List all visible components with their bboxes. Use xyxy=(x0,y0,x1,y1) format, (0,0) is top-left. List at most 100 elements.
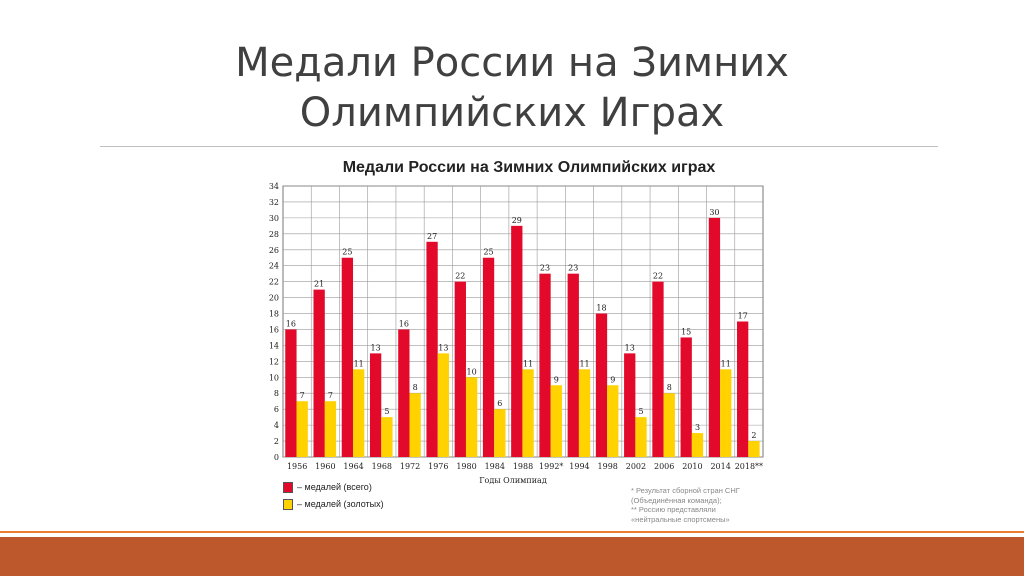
data-label-total: 16 xyxy=(399,319,409,328)
chart-figure: Медали России на Зимних Олимпийских игра… xyxy=(255,150,770,528)
bar-total xyxy=(398,329,410,457)
y-tick-label: 26 xyxy=(269,246,279,255)
y-tick-label: 32 xyxy=(269,198,279,207)
bar-gold xyxy=(465,377,478,457)
x-tick-label: 1964 xyxy=(343,462,363,471)
y-tick-label: 2 xyxy=(274,437,279,446)
y-tick-label: 34 xyxy=(269,182,279,191)
y-tick-label: 14 xyxy=(269,341,279,350)
x-tick-label: 1988 xyxy=(513,462,533,471)
x-tick-label: 1994 xyxy=(569,462,589,471)
y-tick-label: 4 xyxy=(274,421,279,430)
data-label-total: 21 xyxy=(314,280,324,289)
legend-item-gold: – медалей (золотых) xyxy=(283,497,384,511)
y-tick-label: 30 xyxy=(269,214,279,223)
data-label-total: 27 xyxy=(427,232,437,241)
bar-total xyxy=(567,273,579,457)
y-tick-label: 12 xyxy=(269,357,279,366)
x-tick-label: 1984 xyxy=(485,462,505,471)
chart-title: Медали России на Зимних Олимпийских игра… xyxy=(343,159,716,176)
data-label-gold: 5 xyxy=(638,407,643,416)
data-label-total: 13 xyxy=(625,343,635,352)
slide-title-line2: Олимпийских Играх xyxy=(299,90,725,136)
legend-label-total: – медалей (всего) xyxy=(297,482,372,492)
data-label-total: 22 xyxy=(455,272,465,281)
bar-gold xyxy=(437,353,450,457)
medals-bar-chart: Медали России на Зимних Олимпийских игра… xyxy=(269,159,764,485)
bar-gold xyxy=(720,369,732,457)
bar-gold xyxy=(381,417,393,457)
x-tick-label: 1998 xyxy=(598,462,618,471)
x-tick-label: 1976 xyxy=(428,462,448,471)
bar-total xyxy=(624,353,636,457)
slide-title: Медали России на Зимних Олимпийских Игра… xyxy=(100,38,924,138)
bar-gold xyxy=(607,385,619,457)
data-label-total: 16 xyxy=(286,319,296,328)
data-label-total: 13 xyxy=(371,343,381,352)
bar-gold xyxy=(578,369,591,457)
bar-total xyxy=(680,337,692,457)
bar-gold xyxy=(663,393,675,457)
x-tick-label: 1960 xyxy=(315,462,335,471)
data-label-gold: 11 xyxy=(579,359,589,368)
x-tick-label: 1972 xyxy=(400,462,420,471)
bar-total xyxy=(285,329,297,457)
x-tick-label: 1956 xyxy=(287,462,307,471)
bar-total xyxy=(595,313,608,457)
chart-footnote: * Результат сборной стран СНГ (Объединён… xyxy=(631,486,740,524)
data-label-total: 29 xyxy=(512,216,522,225)
data-label-gold: 13 xyxy=(438,343,448,352)
title-divider xyxy=(100,146,938,147)
y-tick-label: 18 xyxy=(269,310,279,319)
data-label-gold: 9 xyxy=(610,375,615,384)
y-tick-label: 16 xyxy=(269,325,279,334)
legend-swatch-gold xyxy=(283,498,293,510)
x-tick-label: 2010 xyxy=(682,462,702,471)
y-tick-label: 28 xyxy=(269,230,279,239)
data-label-total: 15 xyxy=(681,327,691,336)
bar-gold xyxy=(324,401,337,457)
bar-gold xyxy=(691,433,704,457)
footer-accent-line xyxy=(0,531,1024,533)
data-label-total: 25 xyxy=(483,248,493,257)
legend-label-gold: – медалей (золотых) xyxy=(297,499,384,509)
bar-gold xyxy=(296,401,308,457)
data-label-gold: 3 xyxy=(695,423,700,432)
y-tick-label: 0 xyxy=(274,453,279,462)
bar-gold xyxy=(522,369,534,457)
bar-total xyxy=(426,241,438,457)
data-label-gold: 5 xyxy=(384,407,389,416)
y-tick-label: 10 xyxy=(269,373,279,382)
bar-total xyxy=(708,217,721,457)
x-tick-label: 2018** xyxy=(735,462,763,471)
data-label-gold: 7 xyxy=(300,391,305,400)
data-label-gold: 8 xyxy=(667,383,672,392)
data-label-gold: 8 xyxy=(413,383,418,392)
bar-gold xyxy=(635,417,647,457)
bar-total xyxy=(313,289,325,457)
x-tick-label: 1968 xyxy=(372,462,392,471)
x-tick-label: 1992* xyxy=(539,462,563,471)
y-tick-label: 24 xyxy=(269,262,279,271)
x-tick-label: 1980 xyxy=(456,462,476,471)
data-label-total: 17 xyxy=(738,312,748,321)
legend-swatch-total xyxy=(283,481,293,493)
data-label-gold: 11 xyxy=(721,359,731,368)
data-label-total: 23 xyxy=(540,264,550,273)
legend-item-total: – медалей (всего) xyxy=(283,480,372,494)
bar-total xyxy=(539,273,551,457)
bar-gold xyxy=(494,409,506,457)
bar-total xyxy=(369,353,382,457)
data-label-total: 22 xyxy=(653,272,663,281)
data-label-gold: 2 xyxy=(751,431,756,440)
data-label-total: 30 xyxy=(709,208,719,217)
bar-total xyxy=(652,281,664,457)
data-label-total: 25 xyxy=(342,248,352,257)
data-label-gold: 6 xyxy=(497,399,502,408)
bar-total xyxy=(341,257,354,457)
bar-total xyxy=(454,281,466,457)
y-tick-label: 6 xyxy=(274,405,279,414)
x-tick-label: 2006 xyxy=(654,462,674,471)
y-tick-label: 20 xyxy=(269,294,279,303)
data-label-gold: 11 xyxy=(523,359,533,368)
